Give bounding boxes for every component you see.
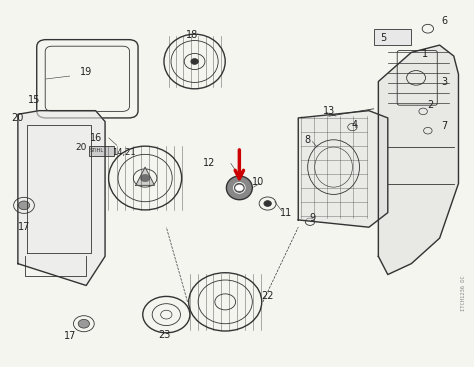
Text: 4: 4 [352, 120, 358, 130]
Text: 1: 1 [422, 49, 428, 59]
Text: 19: 19 [80, 68, 92, 77]
Polygon shape [378, 45, 458, 275]
Circle shape [140, 174, 150, 182]
Text: 20: 20 [11, 113, 24, 123]
Text: 6: 6 [441, 17, 447, 26]
Polygon shape [18, 111, 105, 286]
Circle shape [18, 201, 30, 210]
Text: 13: 13 [323, 106, 335, 116]
Circle shape [191, 59, 198, 64]
Text: 8: 8 [305, 135, 311, 145]
Circle shape [264, 201, 272, 207]
Polygon shape [136, 167, 155, 185]
Ellipse shape [234, 182, 245, 193]
Circle shape [236, 185, 243, 191]
Text: 17: 17 [18, 222, 30, 232]
Text: 14,21: 14,21 [112, 148, 136, 157]
Text: 7: 7 [441, 121, 447, 131]
Ellipse shape [227, 176, 252, 200]
Text: 3: 3 [441, 76, 447, 87]
Text: 11: 11 [280, 208, 292, 218]
Text: STIHL: STIHL [90, 148, 104, 153]
Text: ITCH1236 DC: ITCH1236 DC [461, 275, 465, 311]
Text: 2: 2 [427, 100, 433, 110]
Text: 16: 16 [90, 133, 102, 143]
Text: 23: 23 [158, 330, 170, 339]
Text: 22: 22 [261, 291, 274, 301]
Circle shape [78, 319, 90, 328]
Bar [374, 29, 411, 45]
Text: 18: 18 [186, 30, 198, 40]
Bar [89, 146, 115, 156]
Text: 9: 9 [310, 213, 316, 223]
Text: 15: 15 [28, 95, 41, 105]
Text: 5: 5 [380, 33, 386, 43]
Text: 10: 10 [252, 177, 264, 187]
Polygon shape [298, 111, 388, 227]
Text: 17: 17 [64, 331, 76, 341]
Text: 12: 12 [202, 159, 215, 168]
Text: 20: 20 [76, 143, 87, 152]
